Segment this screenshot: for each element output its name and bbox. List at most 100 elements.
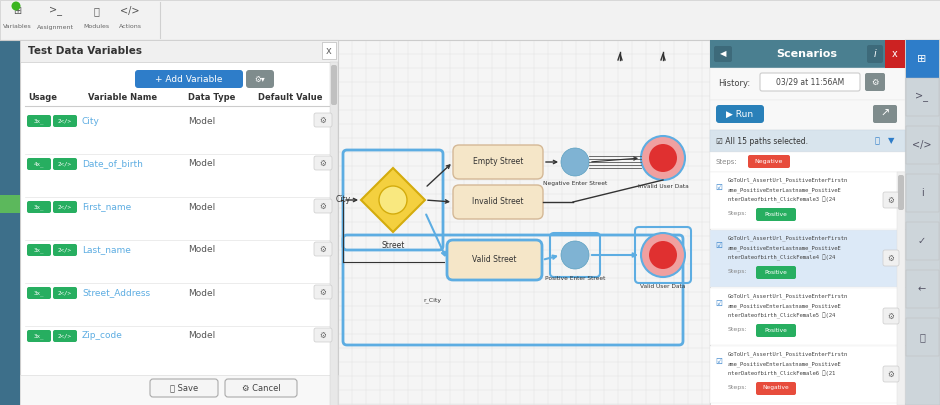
- Text: ☑: ☑: [715, 356, 722, 365]
- FancyBboxPatch shape: [53, 330, 77, 342]
- FancyBboxPatch shape: [314, 242, 332, 256]
- FancyBboxPatch shape: [314, 156, 332, 170]
- Text: ⚙: ⚙: [887, 196, 895, 205]
- Text: Model: Model: [188, 160, 215, 168]
- Text: Model: Model: [188, 117, 215, 126]
- FancyBboxPatch shape: [27, 244, 51, 256]
- Text: Steps:: Steps:: [728, 211, 747, 217]
- Text: 👁: 👁: [919, 332, 925, 342]
- FancyBboxPatch shape: [453, 185, 543, 219]
- Text: Valid User Data: Valid User Data: [640, 284, 685, 290]
- FancyBboxPatch shape: [150, 379, 218, 397]
- FancyBboxPatch shape: [883, 308, 899, 324]
- Text: Model: Model: [188, 245, 215, 254]
- Text: Positive: Positive: [764, 269, 788, 275]
- Polygon shape: [361, 168, 425, 232]
- Text: Model: Model: [188, 288, 215, 298]
- FancyBboxPatch shape: [760, 73, 860, 91]
- FancyBboxPatch shape: [756, 266, 796, 279]
- Bar: [906, 270, 939, 308]
- Text: Model: Model: [188, 202, 215, 211]
- Text: ✓: ✓: [918, 236, 926, 246]
- Text: x: x: [892, 49, 898, 59]
- Text: 3x_: 3x_: [34, 247, 44, 253]
- Text: Modules: Modules: [83, 24, 109, 30]
- FancyBboxPatch shape: [883, 192, 899, 208]
- Circle shape: [561, 241, 589, 269]
- Text: ame_PositiveEnterLastname_PositiveE: ame_PositiveEnterLastname_PositiveE: [728, 361, 841, 367]
- FancyBboxPatch shape: [246, 70, 274, 88]
- Text: ⚙: ⚙: [320, 245, 326, 254]
- Circle shape: [641, 136, 685, 180]
- Bar: [710, 346, 905, 403]
- FancyBboxPatch shape: [135, 70, 243, 88]
- FancyBboxPatch shape: [447, 240, 542, 280]
- FancyBboxPatch shape: [883, 250, 899, 266]
- Text: Invalid Street: Invalid Street: [472, 198, 524, 207]
- Text: 3x_: 3x_: [34, 118, 44, 124]
- Text: 2</>: 2</>: [58, 205, 72, 209]
- Text: Negative: Negative: [762, 386, 790, 390]
- Text: </>: </>: [912, 140, 932, 150]
- Text: >_: >_: [49, 6, 61, 16]
- Text: 2</>: 2</>: [58, 119, 72, 124]
- Text: ⚙: ⚙: [887, 254, 895, 262]
- FancyBboxPatch shape: [898, 175, 904, 210]
- Text: GoToUrl_AssertUrl_PositiveEnterFirstn: GoToUrl_AssertUrl_PositiveEnterFirstn: [728, 293, 848, 299]
- Text: ←: ←: [918, 284, 926, 294]
- Text: 3x_: 3x_: [34, 333, 44, 339]
- Text: nterDateofbirth_ClickFemale4 ​(24: nterDateofbirth_ClickFemale4 ​(24: [728, 255, 836, 261]
- Text: 2</>: 2</>: [58, 290, 72, 296]
- FancyBboxPatch shape: [873, 105, 897, 123]
- FancyBboxPatch shape: [748, 155, 790, 168]
- Bar: [906, 318, 939, 356]
- Bar: [710, 130, 905, 152]
- Text: ☑: ☑: [715, 298, 722, 307]
- Text: ⊞: ⊞: [917, 54, 927, 64]
- Circle shape: [649, 241, 677, 269]
- Text: ☑: ☑: [715, 241, 722, 249]
- Text: Steps:: Steps:: [728, 328, 747, 333]
- Bar: [710, 230, 905, 287]
- Text: Steps:: Steps:: [728, 386, 747, 390]
- FancyBboxPatch shape: [883, 366, 899, 382]
- FancyBboxPatch shape: [53, 158, 77, 170]
- Text: ⚙: ⚙: [320, 288, 326, 296]
- Bar: [710, 172, 905, 229]
- Bar: [710, 40, 905, 405]
- Bar: [897, 172, 905, 405]
- FancyBboxPatch shape: [314, 199, 332, 213]
- Text: ▶ Run: ▶ Run: [727, 109, 754, 119]
- Text: ⚙▾: ⚙▾: [255, 75, 265, 83]
- Bar: [885, 40, 905, 68]
- Bar: [330, 62, 338, 405]
- Text: ame_PositiveEnterLastname_PositiveE: ame_PositiveEnterLastname_PositiveE: [728, 187, 841, 193]
- Bar: [906, 126, 939, 164]
- Text: Scenarios: Scenarios: [776, 49, 838, 59]
- Bar: [906, 40, 939, 78]
- Circle shape: [649, 144, 677, 172]
- Text: 💾 Save: 💾 Save: [170, 384, 198, 392]
- Text: ↗: ↗: [881, 109, 889, 119]
- Circle shape: [641, 233, 685, 277]
- Text: Actions: Actions: [118, 24, 142, 30]
- Bar: [905, 40, 940, 405]
- Bar: [338, 40, 710, 405]
- Text: + Add Variable: + Add Variable: [155, 75, 223, 83]
- Text: GoToUrl_AssertUrl_PositiveEnterFirstn: GoToUrl_AssertUrl_PositiveEnterFirstn: [728, 351, 848, 357]
- Circle shape: [379, 186, 407, 214]
- FancyBboxPatch shape: [867, 45, 883, 63]
- FancyBboxPatch shape: [756, 208, 796, 221]
- FancyBboxPatch shape: [53, 244, 77, 256]
- Text: Date_of_birth: Date_of_birth: [82, 160, 143, 168]
- FancyBboxPatch shape: [865, 73, 885, 91]
- Text: ⬜: ⬜: [93, 6, 99, 16]
- FancyBboxPatch shape: [53, 115, 77, 127]
- Bar: [710, 288, 905, 345]
- Text: 3x_: 3x_: [34, 204, 44, 210]
- Text: Negative Enter Street: Negative Enter Street: [543, 181, 607, 186]
- Text: ame_PositiveEnterLastname_PositiveE: ame_PositiveEnterLastname_PositiveE: [728, 245, 841, 251]
- Text: ⚙: ⚙: [887, 369, 895, 379]
- Text: First_name: First_name: [82, 202, 132, 211]
- Bar: [0, 40, 20, 405]
